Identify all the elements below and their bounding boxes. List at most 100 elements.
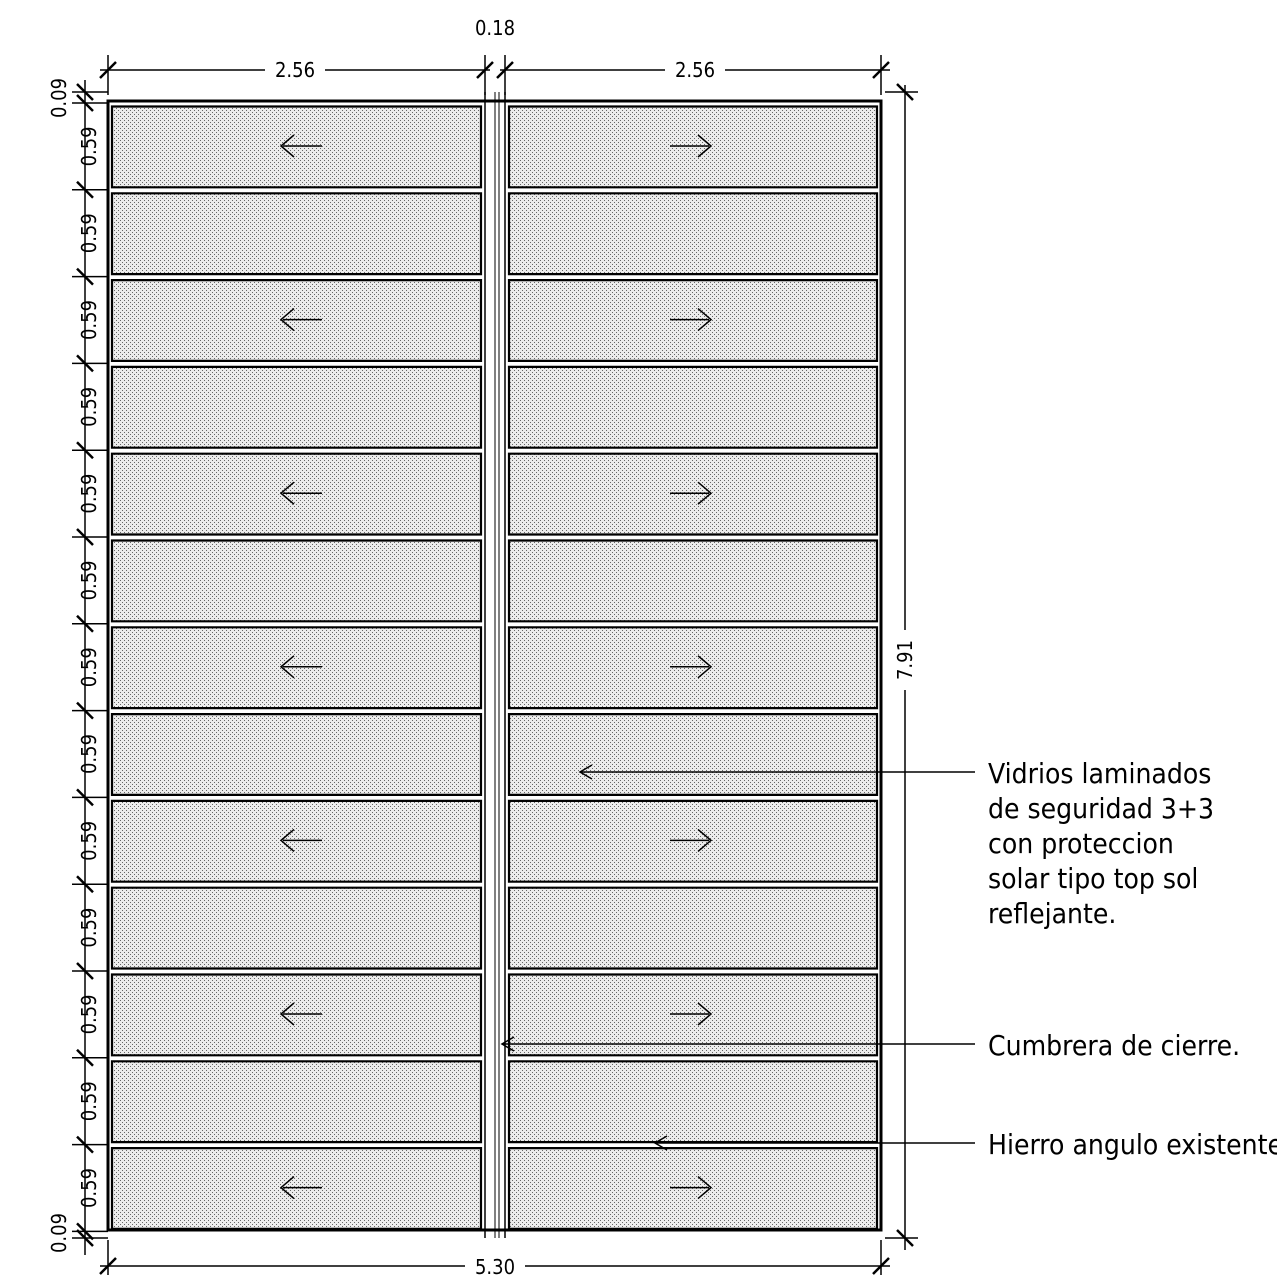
glass-panel-left	[112, 714, 481, 795]
dim-row: 0.59	[77, 734, 101, 774]
left-tick	[77, 182, 93, 198]
dim-row: 0.59	[77, 821, 101, 861]
glass-panel-left	[112, 627, 481, 708]
arrow-right-icon	[670, 135, 711, 157]
leader-glass-arrow	[580, 765, 592, 779]
glass-panel-left	[112, 541, 481, 622]
slope-arrows	[281, 135, 711, 1199]
left-tick	[77, 1230, 93, 1246]
glass-panel-left	[112, 1148, 481, 1229]
arrow-right-icon	[670, 1003, 711, 1025]
dim-total-height: 7.91	[893, 640, 917, 680]
tick-top-2	[477, 62, 493, 78]
glass-panel-right	[509, 280, 877, 361]
tick-bottom-2	[873, 1258, 889, 1274]
left-tick	[77, 963, 93, 979]
dim-row: 0.59	[77, 908, 101, 948]
glass-panel-right	[509, 1148, 877, 1229]
annotation-leaders	[502, 765, 975, 1150]
dim-row: 0.59	[77, 126, 101, 166]
glass-panel-right	[509, 541, 877, 622]
glass-panel-left	[112, 1061, 481, 1142]
dim-row: 0.59	[77, 647, 101, 687]
tick-top-4	[873, 62, 889, 78]
tick-top-1	[100, 62, 116, 78]
bottom-dimension	[100, 1240, 890, 1275]
dim-row: 0.59	[77, 560, 101, 600]
glass-panel-right	[509, 107, 877, 188]
tick-bottom-1	[100, 1258, 116, 1274]
dim-edge-bottom: 0.09	[47, 1213, 71, 1253]
left-tick	[77, 355, 93, 371]
note-glass-2: de seguridad 3+3	[988, 792, 1214, 825]
arrow-left-icon	[281, 1003, 322, 1025]
glass-panel-left	[112, 280, 481, 361]
leader-ridge-arrow	[502, 1037, 514, 1051]
right-dimension	[885, 84, 918, 1250]
glass-panel-right	[509, 801, 877, 882]
arrow-left-icon	[281, 829, 322, 851]
dim-left-width: 2.56	[275, 58, 315, 82]
note-glass-4: solar tipo top sol	[988, 862, 1198, 895]
dim-row: 0.59	[77, 1081, 101, 1121]
dim-right-width: 2.56	[675, 58, 715, 82]
glass-panel-right	[509, 193, 877, 274]
note-angle: Hierro angulo existente.	[988, 1128, 1277, 1161]
glass-panel-left	[112, 975, 481, 1056]
arrow-left-icon	[281, 656, 322, 678]
left-tick	[77, 616, 93, 632]
glass-panel-left	[112, 888, 481, 969]
leader-angle-arrow	[655, 1136, 667, 1150]
glass-panel-left	[112, 801, 481, 882]
glass-panel-left	[112, 367, 481, 448]
arrow-left-icon	[281, 309, 322, 331]
left-tick	[77, 442, 93, 458]
note-glass-3: con proteccion	[988, 827, 1174, 860]
tick-right-1	[897, 84, 913, 100]
glass-panel-right	[509, 714, 877, 795]
left-tick	[77, 789, 93, 805]
glass-panel-right	[509, 888, 877, 969]
note-glass-5: reflejante.	[988, 897, 1116, 930]
left-tick	[77, 876, 93, 892]
note-ridge: Cumbrera de cierre.	[988, 1029, 1240, 1062]
dim-row: 0.59	[77, 474, 101, 514]
roof-frame	[108, 92, 881, 1238]
dim-edge-top: 0.09	[47, 78, 71, 118]
glass-panel-right	[509, 975, 877, 1056]
arrow-right-icon	[670, 656, 711, 678]
left-tick	[77, 84, 93, 100]
dim-row: 0.59	[77, 1168, 101, 1208]
left-tick	[77, 1050, 93, 1066]
arrow-left-icon	[281, 482, 322, 504]
left-tick	[77, 95, 93, 111]
glass-panel-right	[509, 367, 877, 448]
dim-row: 0.59	[77, 994, 101, 1034]
dim-row: 0.59	[77, 387, 101, 427]
glass-panel-right	[509, 627, 877, 708]
glass-panel-left	[112, 454, 481, 535]
left-tick	[77, 1137, 93, 1153]
left-tick	[77, 1223, 93, 1239]
dim-row: 0.59	[77, 300, 101, 340]
arrow-right-icon	[670, 829, 711, 851]
tick-right-2	[897, 1230, 913, 1246]
dim-row: 0.59	[77, 213, 101, 253]
left-tick	[77, 529, 93, 545]
dim-total-width: 5.30	[475, 1255, 515, 1277]
left-tick	[77, 703, 93, 719]
note-glass-1: Vidrios laminados	[988, 757, 1211, 790]
top-dimensions	[100, 55, 890, 95]
glass-panels	[112, 107, 877, 1229]
glass-panel-left	[112, 107, 481, 188]
glass-panel-left	[112, 193, 481, 274]
left-dimension-chain: 0.59 0.59 0.59 0.59 0.59 0.59 0.59 0.59 0.59 0.59…	[47, 78, 108, 1255]
arrow-right-icon	[670, 1177, 711, 1199]
left-tick	[77, 269, 93, 285]
arrow-left-icon	[281, 1177, 322, 1199]
dim-gap: 0.18	[475, 16, 515, 40]
glass-panel-right	[509, 454, 877, 535]
glass-panel-right	[509, 1061, 877, 1142]
arrow-left-icon	[281, 135, 322, 157]
